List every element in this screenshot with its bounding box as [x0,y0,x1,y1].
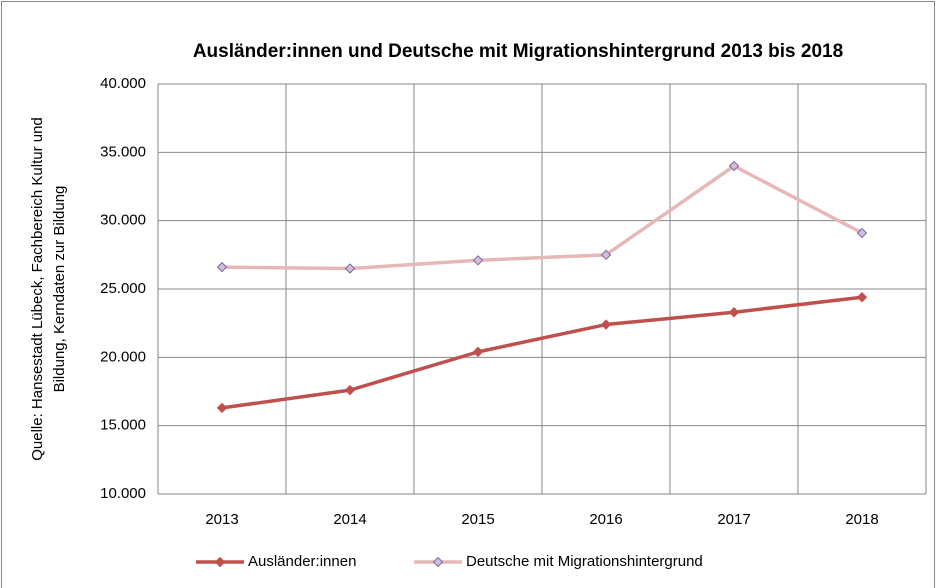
data-point [728,307,740,318]
x-tick-label: 2016 [589,511,622,528]
data-point [472,346,484,358]
data-point [216,402,228,414]
legend-marker [214,556,226,568]
x-tick-label: 2018 [845,511,878,528]
x-tick-label: 2014 [333,511,366,528]
data-point [728,160,740,172]
y-tick-label: 15.000 [100,417,146,434]
legend-marker [432,556,444,568]
y-axis-label: Quelle: Hansestadt Lübeck, Fachbereich K… [29,117,46,461]
data-point [472,255,484,266]
y-tick-label: 40.000 [100,75,146,92]
data-point [600,249,612,261]
legend-label: Deutsche mit Migrationshintergrund [466,553,703,570]
x-tick-label: 2017 [717,511,750,528]
series-line [221,164,863,271]
data-point [856,291,868,303]
data-point [344,263,356,274]
y-axis-label: Bildung, Kerndaten zur Bildung [51,186,68,393]
legend-label: Ausländer:innen [248,553,356,570]
y-tick-label: 10.000 [100,485,146,502]
y-tick-label: 25.000 [100,280,146,297]
data-point [600,319,612,330]
y-tick-label: 20.000 [100,348,146,365]
x-tick-label: 2015 [461,511,494,528]
x-tick-label: 2013 [205,511,238,528]
series-line [221,295,863,410]
data-point [216,261,228,273]
chart-title: Ausländer:innen und Deutsche mit Migrati… [193,41,843,62]
data-point [856,227,868,239]
y-tick-label: 30.000 [100,212,146,229]
y-tick-label: 35.000 [100,143,146,160]
data-point [344,384,356,396]
